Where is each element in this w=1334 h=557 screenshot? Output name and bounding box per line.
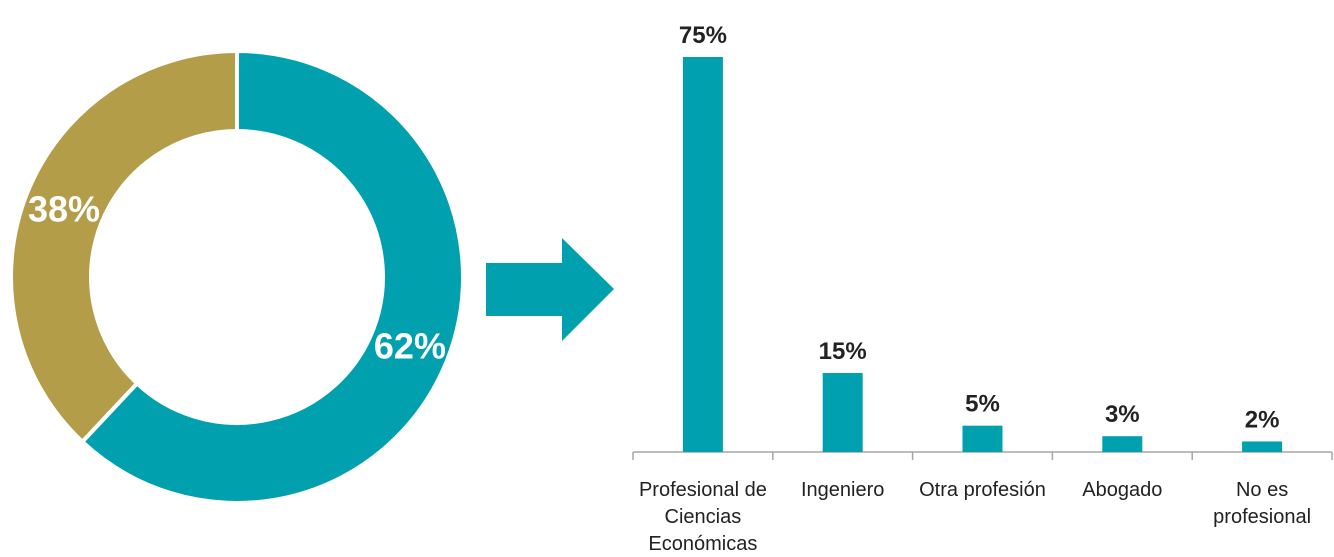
bar <box>1102 436 1143 452</box>
category-label: No es profesional <box>1213 479 1311 528</box>
bar-value-label: 3% <box>1105 401 1140 428</box>
bar-value-label: 2% <box>1245 406 1280 433</box>
bar <box>822 373 863 452</box>
category-label-line: Económicas <box>648 533 757 555</box>
bar-value-label: 5% <box>965 391 1000 418</box>
category-label-line: Ingeniero <box>801 479 884 501</box>
donut-slice-label: 38% <box>28 189 100 230</box>
donut-slice <box>9 48 239 445</box>
donut-slice-label: 62% <box>374 325 446 366</box>
bar <box>1242 441 1283 452</box>
category-label-line: Abogado <box>1082 479 1162 501</box>
bar <box>682 57 723 452</box>
category-label-line: No es <box>1236 479 1288 501</box>
donut-chart: 62% 38% <box>9 48 465 505</box>
category-label: Abogado <box>1082 479 1162 501</box>
category-label: Otra profesión <box>919 479 1046 501</box>
bar-chart: 75% Profesional de Ciencias Económicas 15% In… <box>632 22 1333 555</box>
bar <box>962 425 1003 452</box>
category-label-line: Ciencias <box>665 506 742 528</box>
category-label-line: Profesional de <box>639 479 767 501</box>
category-label-line: Otra profesión <box>919 479 1046 501</box>
right-arrow-icon <box>486 238 614 341</box>
bar-value-label: 15% <box>819 338 867 365</box>
category-label: Ingeniero <box>801 479 884 501</box>
donut-slice <box>79 48 465 505</box>
category-label: Profesional de Ciencias Económicas <box>639 479 767 555</box>
bar-value-label: 75% <box>679 22 727 49</box>
category-label-line: profesional <box>1213 506 1311 528</box>
